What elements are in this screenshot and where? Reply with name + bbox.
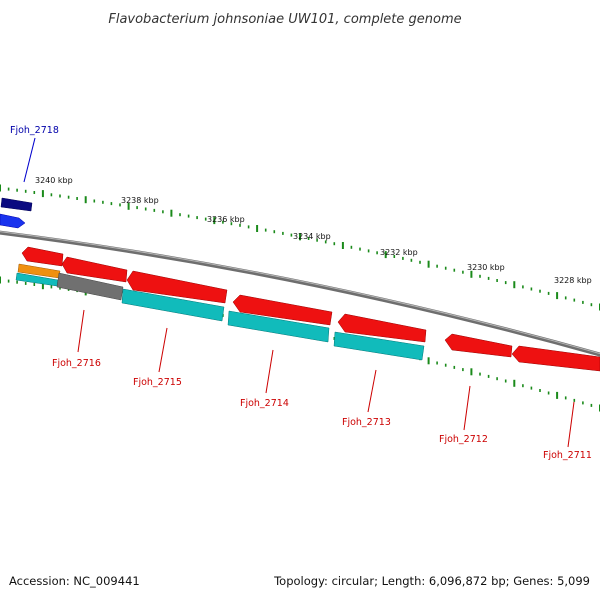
ruler-label-3232: 3232 kbp xyxy=(380,248,418,257)
gene-fjoh-2718-feature[interactable] xyxy=(0,197,33,212)
track-fjoh-2713-cyan[interactable] xyxy=(333,331,425,361)
accession-label: Accession: NC_009441 xyxy=(9,574,140,588)
callout-fjoh-2718 xyxy=(23,137,36,183)
cds-fjoh-2714-a[interactable] xyxy=(126,270,228,304)
label-fjoh-2718[interactable]: Fjoh_2718 xyxy=(10,125,59,136)
ruler-label-3234: 3234 kbp xyxy=(293,232,331,241)
forward-strand xyxy=(0,197,33,229)
map-title: Flavobacterium johnsoniae UW101, complet… xyxy=(108,12,461,27)
label-fjoh-2711[interactable]: Fjoh_2711 xyxy=(543,450,592,461)
gene-labels: Fjoh_2718 Fjoh_2716 Fjoh_2715 Fjoh_2714 … xyxy=(10,125,592,461)
cds-fjoh-2715[interactable] xyxy=(61,256,128,283)
callout-fjoh-2714 xyxy=(265,349,274,394)
label-fjoh-2714[interactable]: Fjoh_2714 xyxy=(240,398,289,409)
cds-fjoh-2714-b[interactable] xyxy=(232,294,333,326)
ruler-label-3236: 3236 kbp xyxy=(207,215,245,224)
callout-fjoh-2716 xyxy=(77,309,85,353)
label-fjoh-2713[interactable]: Fjoh_2713 xyxy=(342,417,391,428)
track-fjoh-2714-cyan[interactable] xyxy=(227,310,330,343)
label-fjoh-2712[interactable]: Fjoh_2712 xyxy=(439,434,488,445)
genome-backbone-highlight xyxy=(0,231,600,355)
ruler-labels: 3240 kbp 3238 kbp 3236 kbp 3234 kbp 3232… xyxy=(35,176,592,285)
cds-fjoh-2712[interactable] xyxy=(444,333,513,358)
cds-fjoh-2711[interactable] xyxy=(511,345,600,372)
cds-fjoh-2716[interactable] xyxy=(21,246,64,267)
topology-label: Topology: circular; Length: 6,096,872 bp… xyxy=(273,574,590,588)
cds-fjoh-2713[interactable] xyxy=(337,313,427,343)
callout-lines xyxy=(23,137,575,448)
upper-ruler xyxy=(0,184,600,311)
gene-fjoh-2718-track[interactable] xyxy=(0,213,26,229)
callout-fjoh-2712 xyxy=(463,385,471,431)
label-fjoh-2715[interactable]: Fjoh_2715 xyxy=(133,377,182,388)
ruler-label-3240: 3240 kbp xyxy=(35,176,73,185)
track-fjoh-2715-gray[interactable] xyxy=(56,272,124,301)
callout-fjoh-2715 xyxy=(158,327,168,373)
ruler-label-3238: 3238 kbp xyxy=(121,196,159,205)
callout-fjoh-2713 xyxy=(367,369,377,413)
genome-backbone xyxy=(0,230,600,357)
ruler-label-3228: 3228 kbp xyxy=(554,276,592,285)
lower-ruler xyxy=(0,276,600,412)
track-fjoh-2715-cyan[interactable] xyxy=(121,288,225,322)
callout-fjoh-2711 xyxy=(567,401,575,448)
gene-track-row xyxy=(15,263,425,361)
cds-row xyxy=(21,246,600,372)
label-fjoh-2716[interactable]: Fjoh_2716 xyxy=(52,358,101,369)
ruler-label-3230: 3230 kbp xyxy=(467,263,505,272)
